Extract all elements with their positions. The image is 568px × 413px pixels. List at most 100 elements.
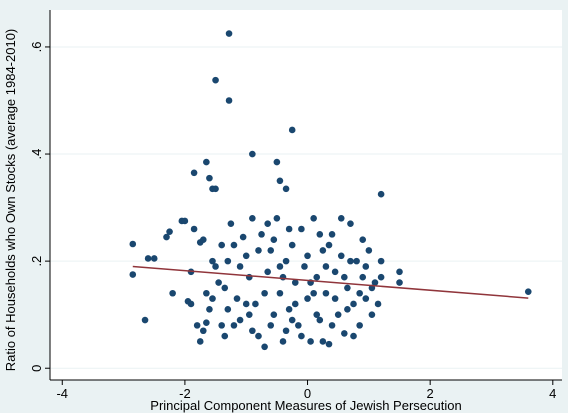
point xyxy=(206,306,213,313)
point xyxy=(258,231,265,238)
point xyxy=(282,257,290,265)
point xyxy=(276,289,284,297)
point xyxy=(298,225,305,233)
point xyxy=(295,322,302,329)
point xyxy=(288,316,296,324)
point xyxy=(163,233,170,241)
x-tick-label: -4 xyxy=(56,386,68,401)
point xyxy=(203,289,210,297)
point xyxy=(233,295,241,302)
point xyxy=(212,185,219,193)
point xyxy=(129,240,137,248)
point xyxy=(209,257,216,265)
point xyxy=(221,284,229,292)
point xyxy=(221,332,229,340)
point xyxy=(301,263,308,270)
point xyxy=(267,247,275,254)
x-tick-label: -2 xyxy=(179,386,191,401)
point xyxy=(371,279,379,286)
point xyxy=(276,177,284,185)
point xyxy=(362,263,370,270)
point xyxy=(368,311,376,318)
point xyxy=(359,236,367,244)
point xyxy=(313,273,321,281)
point xyxy=(224,306,232,313)
point xyxy=(261,289,268,297)
point xyxy=(129,271,137,278)
point xyxy=(242,252,250,260)
point xyxy=(249,150,256,158)
point xyxy=(242,300,250,308)
point xyxy=(285,306,293,313)
y-tick-label: .2 xyxy=(29,256,44,267)
point xyxy=(279,273,287,281)
point xyxy=(319,247,327,254)
point xyxy=(218,322,225,329)
point xyxy=(245,311,253,318)
point xyxy=(225,30,233,37)
point xyxy=(255,247,262,254)
point xyxy=(325,241,333,249)
fit-line xyxy=(132,265,529,299)
point xyxy=(334,311,342,318)
point xyxy=(236,316,244,324)
y-tick-label: .4 xyxy=(29,149,44,160)
point xyxy=(374,300,382,308)
point xyxy=(524,288,532,295)
point xyxy=(181,217,189,225)
point xyxy=(304,252,311,260)
point xyxy=(249,214,256,222)
point xyxy=(282,185,290,193)
point xyxy=(325,340,333,348)
point xyxy=(199,327,207,335)
point xyxy=(225,97,233,104)
point xyxy=(264,220,271,227)
point xyxy=(150,255,158,262)
point xyxy=(255,332,262,340)
point xyxy=(291,279,299,286)
point xyxy=(190,169,198,177)
point xyxy=(362,295,370,302)
y-axis-title: Ratio of Households who Own Stocks (aver… xyxy=(3,29,18,372)
point xyxy=(230,241,238,249)
point xyxy=(209,295,216,302)
point xyxy=(396,279,403,286)
point xyxy=(341,330,348,337)
point xyxy=(304,295,311,302)
point xyxy=(282,327,290,335)
point xyxy=(288,126,296,134)
point xyxy=(288,241,296,249)
point xyxy=(350,300,357,308)
point xyxy=(199,236,207,244)
point xyxy=(273,214,281,222)
point xyxy=(344,284,351,292)
point xyxy=(218,241,225,249)
point xyxy=(313,311,321,318)
point xyxy=(298,332,305,340)
point xyxy=(396,268,403,276)
point xyxy=(350,332,357,340)
point xyxy=(322,289,330,297)
point xyxy=(356,322,363,329)
point xyxy=(203,158,210,166)
point xyxy=(310,289,317,297)
point xyxy=(291,300,299,308)
point xyxy=(365,247,373,254)
point xyxy=(316,231,324,238)
point xyxy=(193,322,201,329)
point xyxy=(353,257,360,265)
point xyxy=(270,311,278,318)
point xyxy=(359,273,367,281)
x-tick-label: 2 xyxy=(427,386,434,401)
point xyxy=(270,236,278,244)
point xyxy=(215,279,222,286)
point xyxy=(337,214,345,222)
point xyxy=(249,327,256,335)
point xyxy=(267,322,275,329)
point xyxy=(307,338,314,345)
point xyxy=(344,306,351,313)
point xyxy=(347,220,354,227)
point xyxy=(377,190,385,198)
point xyxy=(230,322,238,329)
